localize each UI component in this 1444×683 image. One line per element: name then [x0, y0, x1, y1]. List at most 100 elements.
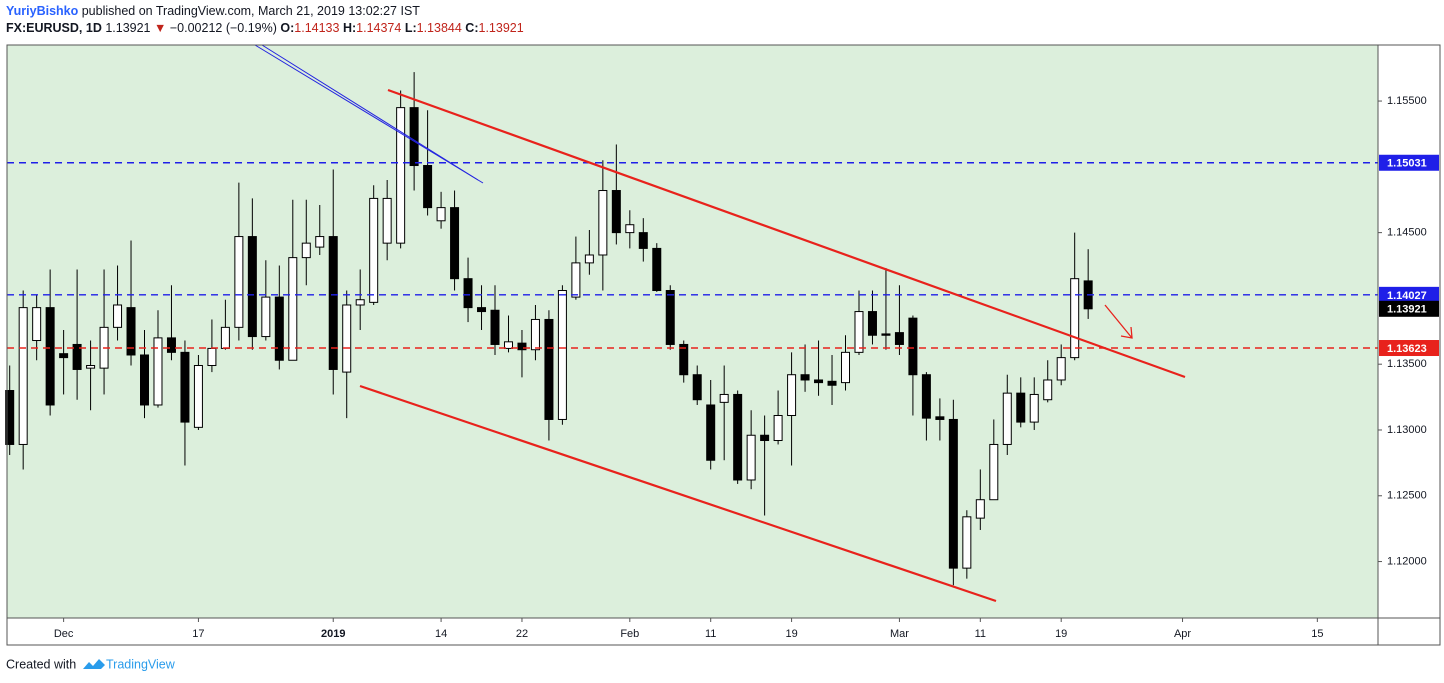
candle-body — [315, 236, 325, 248]
candle-body — [503, 341, 513, 349]
y-tick-label: 1.13000 — [1387, 424, 1427, 436]
plot-background — [7, 45, 1378, 618]
change-arrow: ▼ — [154, 21, 166, 35]
candle-body — [490, 309, 500, 345]
y-tick-label: 1.12500 — [1387, 490, 1427, 502]
change: −0.00212 (−0.19%) — [170, 21, 277, 35]
candle-body — [854, 311, 864, 353]
candle-body — [787, 374, 797, 417]
candle-body — [301, 242, 311, 259]
candle-body — [894, 332, 904, 345]
x-tick-label: 22 — [516, 628, 528, 640]
y-tick-label: 1.14500 — [1387, 227, 1427, 239]
price-badge — [1379, 300, 1439, 317]
candle-body — [989, 443, 999, 501]
candle-body — [382, 197, 392, 244]
author: YuriyBishko — [6, 4, 79, 18]
candle-body — [544, 318, 554, 420]
published: published on TradingView.com, March 21, … — [82, 4, 421, 18]
price-badge — [1379, 154, 1439, 171]
candle-body — [32, 307, 42, 342]
candle-body — [140, 354, 150, 406]
candle-body — [153, 337, 163, 406]
candle-body — [126, 307, 136, 356]
candle-body — [814, 379, 824, 384]
candle-body — [234, 236, 244, 328]
candle-body — [827, 380, 837, 386]
price-badge — [1379, 286, 1439, 303]
candle-body — [908, 317, 918, 376]
y-tick-label: 1.15500 — [1387, 95, 1427, 107]
candle-body — [193, 365, 203, 428]
logo — [83, 659, 105, 669]
last-price: 1.13921 — [105, 21, 150, 35]
candle-body — [328, 236, 338, 370]
candle-body — [18, 307, 28, 445]
candle-body — [746, 434, 756, 481]
candle-body — [369, 197, 379, 303]
symbol: FX:EURUSD, 1D — [6, 21, 102, 35]
ohlc-value: 1.13844 — [417, 21, 462, 35]
price-badge-label: 1.15031 — [1387, 158, 1427, 170]
candle-body — [625, 224, 635, 234]
candle-body — [409, 107, 419, 167]
frame — [6, 44, 1441, 646]
candle-body — [665, 290, 675, 345]
candle-body — [436, 207, 446, 222]
candle-body — [261, 296, 271, 338]
ohlc-label: O: — [280, 21, 294, 35]
candle-body — [477, 307, 487, 313]
candle-body — [1043, 379, 1053, 401]
candle-body — [935, 416, 945, 420]
footer-brand[interactable]: TradingView — [106, 657, 176, 671]
candle-body — [45, 307, 55, 406]
candle-body — [530, 318, 540, 351]
marks — [5, 72, 1378, 586]
x-tick-label: 11 — [705, 628, 716, 640]
candle-body — [72, 343, 82, 370]
x-tick-label: 17 — [192, 628, 204, 640]
candle-body — [733, 393, 743, 481]
candle-body — [638, 232, 648, 249]
candle-body — [975, 499, 985, 519]
candle-body — [1029, 393, 1039, 423]
candle-body — [274, 296, 284, 361]
candle-body — [598, 190, 608, 256]
candle-body — [760, 434, 770, 442]
candle-body — [423, 165, 433, 209]
candle-body — [584, 254, 594, 264]
price-badge — [1379, 340, 1439, 357]
y-tick-label: 1.12000 — [1387, 555, 1427, 567]
header-line: YuriyBishko published on TradingView.com… — [6, 4, 420, 18]
candle-body — [180, 351, 190, 423]
channel-line — [387, 88, 1186, 379]
candle-body — [679, 343, 689, 376]
candle-body — [5, 390, 15, 445]
candle-body — [113, 304, 123, 328]
candle-body — [355, 299, 365, 306]
price-badge-label: 1.13921 — [1387, 304, 1427, 316]
candle-body — [1070, 278, 1080, 359]
candle-body — [948, 418, 958, 569]
ohlc-label: H: — [343, 21, 356, 35]
candle-body — [1056, 357, 1066, 381]
candle-body — [1016, 392, 1026, 423]
candle-body — [841, 351, 851, 384]
candle-body — [921, 374, 931, 419]
trend-line — [254, 44, 484, 184]
candle-body — [557, 290, 567, 420]
ohlc-value: 1.14374 — [356, 21, 401, 35]
candle-body — [571, 262, 581, 298]
candle-body — [962, 516, 972, 569]
x-tick-label: 2019 — [321, 628, 345, 640]
arrow — [1104, 304, 1133, 339]
candle-body — [719, 393, 729, 403]
x-tick-label: 19 — [785, 628, 797, 640]
candle-body — [706, 404, 716, 461]
candle-body — [220, 326, 230, 349]
candle-body — [59, 353, 69, 359]
candle-body — [396, 107, 406, 244]
header-line: FX:EURUSD, 1D 1.13921 ▼ −0.00212 (−0.19%… — [6, 21, 524, 35]
ohlc-value: 1.14133 — [294, 21, 339, 35]
